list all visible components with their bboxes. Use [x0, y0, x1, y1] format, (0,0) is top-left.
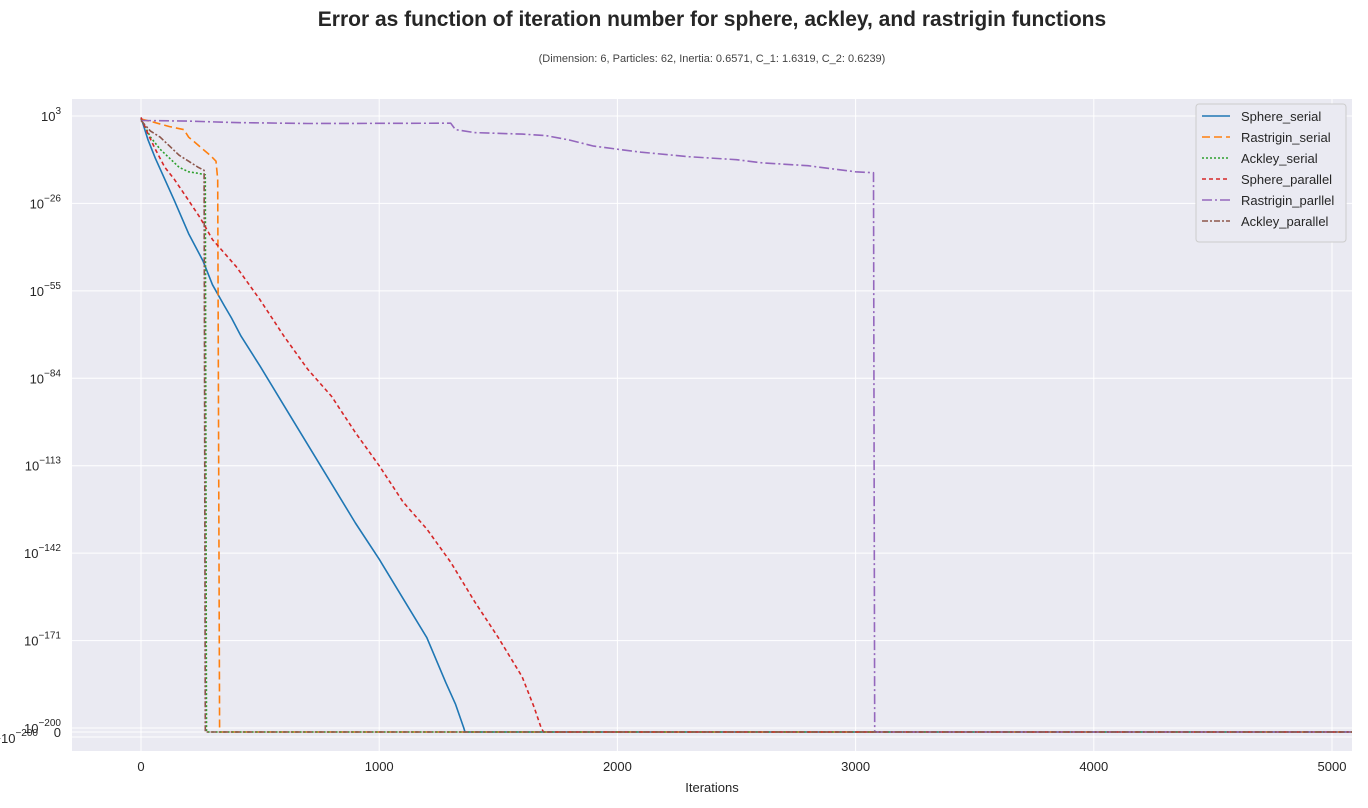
y-tick-label-zero: 0: [54, 725, 61, 740]
series-line-rastrigin-serial: [140, 118, 1352, 733]
y-tick-label: 10−171: [24, 631, 61, 649]
legend-label: Rastrigin_parllel: [1241, 193, 1334, 208]
legend-label: Sphere_serial: [1241, 109, 1321, 124]
y-tick-label: 10−113: [25, 456, 62, 474]
plot-area: [72, 99, 1352, 751]
y-tick-label: 10−55: [30, 281, 62, 299]
y-tick-label: 10−26: [30, 193, 62, 211]
chart-subtitle: (Dimension: 6, Particles: 62, Inertia: 0…: [538, 53, 886, 65]
legend-frame: [1195, 103, 1347, 243]
x-tick-label: 2000: [603, 759, 632, 774]
x-tick-label: 4000: [1079, 759, 1108, 774]
y-tick-label: 10−142: [24, 543, 61, 561]
legend-label: Ackley_parallel: [1241, 214, 1329, 229]
ticks-layer: 0 1000 2000 3000 4000 5000 103 10−26 10−55 10−84 1…: [0, 106, 1346, 774]
legend: Sphere_serial Rastrigin_serial Ackley_seri…: [1195, 103, 1347, 243]
chart-title: Error as function of iteration number fo…: [317, 8, 1107, 31]
series-line-rastrigin-parllel: [140, 119, 1352, 733]
series-line-sphere-parallel: [140, 117, 1352, 733]
legend-label: Ackley_serial: [1241, 151, 1318, 166]
x-tick-label: 5000: [1318, 759, 1347, 774]
y-tick-label: 10−84: [30, 368, 62, 386]
x-tick-label: 1000: [365, 759, 394, 774]
series-layer: [140, 117, 1352, 733]
y-tick-label-negative: −10−200: [0, 728, 38, 746]
x-tick-label: 3000: [841, 759, 870, 774]
series-line-sphere-serial: [140, 117, 1352, 733]
y-tick-label: 103: [41, 106, 61, 124]
series-line-ackley-parallel: [140, 119, 1352, 733]
y-tick-label: 10−200: [24, 718, 61, 736]
x-axis-label: Iterations: [685, 780, 739, 795]
legend-label: Rastrigin_serial: [1241, 130, 1331, 145]
x-tick-label: 0: [137, 759, 144, 774]
legend-label: Sphere_parallel: [1241, 172, 1332, 187]
series-line-ackley-serial: [140, 118, 1352, 733]
